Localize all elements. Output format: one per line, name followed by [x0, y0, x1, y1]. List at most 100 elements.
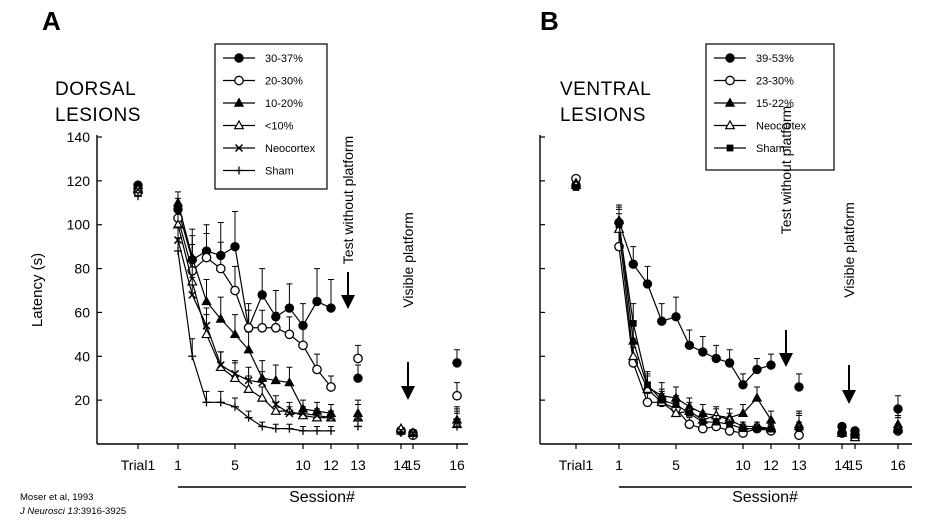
- panel-b-data-point: [753, 425, 761, 433]
- panel-a-data-point: [202, 398, 211, 407]
- panel-b-data-point: [724, 358, 735, 368]
- panel-b-data-point: [711, 353, 721, 364]
- panel-b-legend-entry: Sham: [756, 143, 785, 155]
- panel-a-title-line2: LESIONS: [55, 105, 141, 126]
- panel-a-error-bar: [232, 360, 238, 374]
- panel-a-legend-marker: [234, 75, 244, 86]
- panel-a-error-bar: [300, 406, 306, 414]
- panel-a-data-point: [172, 197, 184, 207]
- panel-b-x-tick-label: 13: [791, 457, 807, 473]
- panel-a-annotation: Test without platform: [340, 136, 356, 264]
- panel-b-x-tick-label: 12: [763, 457, 779, 473]
- panel-b-data-point: [838, 429, 846, 437]
- panel-b-x-tick-label: 15: [847, 457, 863, 473]
- panel-a-data-point: [257, 322, 268, 333]
- panel-a-series-line: [177, 209, 332, 330]
- panel-b-data-point: [686, 409, 693, 417]
- panel-a-data-point: [133, 185, 143, 194]
- panel-a-data-point: [230, 369, 240, 378]
- panel-a-legend-entry: 30-37%: [265, 53, 303, 65]
- panel-a-error-bar: [272, 395, 279, 405]
- panel-b-data-point: [699, 418, 707, 426]
- panel-a-data-point: [453, 422, 461, 431]
- panel-a-series-line: [177, 239, 332, 419]
- panel-a-data-point: [285, 409, 294, 418]
- panel-a-data-point: [285, 424, 294, 433]
- panel-b-legend-entry: 39-53%: [756, 53, 794, 65]
- panel-a-y-tick-label: 40: [74, 348, 90, 364]
- panel-b-data-point: [627, 350, 639, 361]
- panel-b-data-point: [629, 319, 637, 327]
- panel-a-error-bar: [328, 279, 334, 309]
- panel-b-legend-entry: Neocortex: [756, 121, 807, 133]
- panel-a-y-tick-label: 80: [74, 261, 90, 277]
- panel-a-error-bar: [314, 408, 320, 416]
- panel-a-x-tick-label: 14: [393, 457, 409, 473]
- panel-a-legend-marker: [234, 53, 244, 63]
- panel-a-data-point: [409, 431, 417, 440]
- panel-b-data-point: [794, 430, 804, 441]
- panel-a-data-point: [298, 409, 308, 418]
- panel-b-data-point: [738, 380, 748, 390]
- panel-a-data-point: [201, 295, 212, 306]
- panel-a-data-point: [231, 402, 239, 411]
- panel-a-data-point: [312, 411, 322, 420]
- panel-a-data-point: [256, 392, 268, 402]
- panel-a-legend-entry: 10-20%: [265, 98, 303, 110]
- panel-b-title-line1: VENTRAL: [560, 79, 651, 100]
- panel-a-data-point: [270, 322, 281, 333]
- panel-a-data-point: [353, 353, 363, 364]
- citation-authors: Moser et al, 1993: [20, 492, 93, 503]
- panel-a-data-point: [230, 241, 240, 252]
- panel-b-annotation: Test without platform: [778, 106, 794, 234]
- panel-a-data-point: [201, 252, 212, 263]
- panel-b-data-point: [642, 279, 653, 289]
- panel-b-series-4: [572, 184, 902, 439]
- panel-a-y-axis-label: Latency (s): [29, 253, 46, 327]
- panel-a-series-line: [177, 250, 331, 432]
- panel-a-x-tick-label: 16: [449, 457, 465, 473]
- panel-b-data-point: [658, 396, 666, 404]
- panel-a-data-point: [284, 303, 295, 313]
- citation-journal: J Neurosci: [19, 506, 66, 517]
- panel-a-data-point: [284, 377, 295, 387]
- panel-a-data-point: [229, 372, 241, 383]
- panel-b-data-point: [739, 425, 747, 433]
- panel-b-data-point: [765, 414, 777, 424]
- panel-a-data-point: [257, 290, 267, 300]
- panel-b-x-tick-label: 1: [615, 457, 623, 473]
- panel-a-data-point: [216, 361, 225, 370]
- panel-b-data-point: [698, 347, 708, 357]
- panel-b-data-point: [642, 383, 653, 393]
- panel-b-data-point: [737, 407, 749, 417]
- panel-b-annotation: Visible platform: [841, 202, 857, 297]
- panel-a-data-point: [174, 247, 182, 256]
- panel-a-data-point: [326, 382, 336, 392]
- panel-b-data-point: [795, 425, 803, 433]
- panel-b-data-point: [851, 431, 859, 439]
- panel-a-data-point: [258, 422, 267, 431]
- panel-a-data-point: [284, 329, 295, 340]
- panel-a-data-point: [326, 303, 336, 313]
- panel-dorsal-lesions: A DORSAL LESIONS Latency (s) Session# 20…: [29, 6, 468, 506]
- panel-b-data-point: [615, 221, 623, 229]
- panel-b-data-point: [672, 401, 680, 408]
- panel-a-legend-marker: [233, 97, 245, 107]
- panel-b-legend-marker: [724, 119, 736, 130]
- panel-a-data-point: [229, 328, 241, 339]
- panel-a-x-tick-label: 12: [323, 457, 339, 473]
- panel-b-data-point: [751, 392, 763, 402]
- panel-a-x-tick-label: Trial1: [121, 457, 156, 473]
- panel-a-data-point: [298, 340, 308, 351]
- panel-a-data-point: [230, 285, 240, 296]
- panel-a-x-tick-label: 1: [174, 457, 182, 473]
- panel-a-legend: 30-37% 20-30% 10-20% <10% Neocortex Sham: [214, 43, 328, 190]
- panel-b-data-point: [684, 419, 695, 430]
- panel-a-legend-marker: [233, 119, 245, 130]
- panel-a-data-point: [270, 405, 282, 415]
- panel-a-data-point: [452, 390, 462, 401]
- panel-b-data-point: [644, 381, 651, 389]
- panel-b-arrow-head: [842, 390, 856, 404]
- panel-a-x-tick-label: 15: [405, 457, 421, 473]
